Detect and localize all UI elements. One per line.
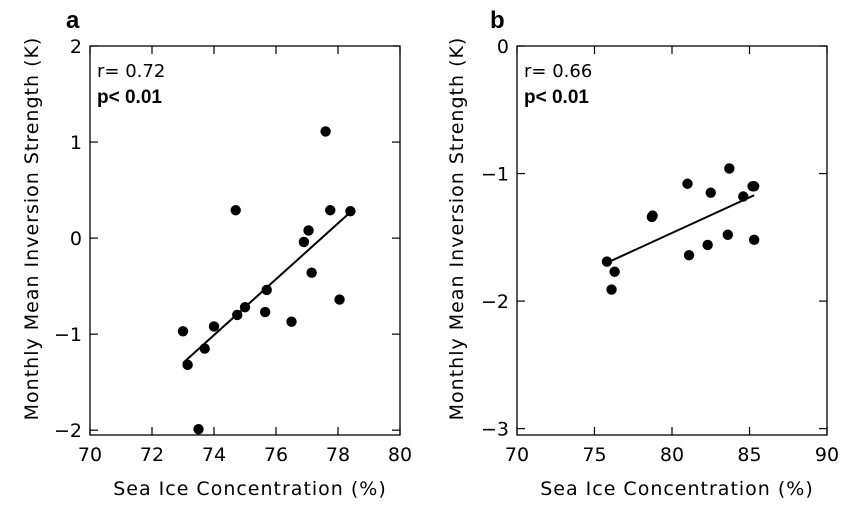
data-point [208, 321, 220, 332]
data-point [748, 234, 760, 246]
data-point [724, 163, 735, 174]
y-tick-label: −1 [54, 324, 82, 346]
y-tick-label: −3 [481, 419, 509, 441]
data-point [325, 205, 336, 216]
x-axis-label: Sea Ice Concentration (%) [113, 478, 387, 500]
y-tick-label: 1 [70, 132, 82, 154]
y-tick-label: −1 [481, 164, 509, 186]
data-point [345, 206, 356, 217]
data-point [682, 178, 693, 189]
data-point [306, 267, 317, 278]
data-point [647, 210, 658, 221]
data-point [239, 302, 251, 313]
x-tick-label: 70 [505, 444, 529, 466]
data-point [748, 181, 760, 192]
correlation-r: r= 0.72 [97, 61, 165, 82]
y-tick-label: 0 [497, 36, 509, 58]
x-tick-label: 74 [202, 444, 226, 466]
data-point [193, 424, 204, 435]
data-point [261, 284, 272, 296]
y-tick-label: 0 [70, 228, 82, 250]
x-tick-label: 70 [78, 444, 102, 466]
data-point [705, 187, 716, 198]
data-point [298, 236, 310, 248]
data-point [601, 256, 613, 267]
data-point [259, 306, 271, 318]
y-tick-label: −2 [481, 291, 509, 313]
p-value: p< 0.01 [97, 87, 162, 108]
y-axis-label: Monthly Mean Inversion Strength (K) [446, 37, 468, 421]
x-tick-label: 75 [582, 444, 606, 466]
data-point [702, 239, 713, 251]
data-point [738, 191, 749, 202]
x-tick-label: 78 [326, 444, 350, 466]
data-point [303, 225, 314, 236]
data-point [320, 126, 331, 137]
x-tick-label: 80 [388, 444, 412, 466]
x-tick-label: 90 [815, 444, 839, 466]
panel-b: b 70 75 80 85 90 −3 −2 −1 0 Sea Ice Concentration … [446, 7, 839, 500]
correlation-r: r= 0.66 [524, 61, 592, 82]
panel-letter: a [66, 7, 80, 34]
data-point [606, 284, 617, 295]
y-axis-label: Monthly Mean Inversion Strength (K) [21, 37, 43, 421]
data-point [609, 266, 620, 277]
data-point [177, 326, 189, 337]
y-tick-label: −2 [54, 420, 82, 442]
panel-a: a 70 72 74 76 78 80 −2 −1 0 1 2 Sea Ice Concentratio… [21, 7, 412, 500]
data-point [683, 249, 695, 261]
x-axis-label: Sea Ice Concentration (%) [540, 478, 814, 500]
x-tick-label: 76 [264, 444, 288, 466]
x-tick-label: 72 [140, 444, 164, 466]
data-point [334, 294, 345, 305]
regression-line [606, 194, 755, 264]
p-value: p< 0.01 [524, 87, 589, 108]
data-point [286, 316, 297, 327]
y-tick-label: 2 [70, 36, 82, 58]
data-point [232, 309, 243, 321]
plot-frame [89, 45, 401, 436]
x-tick-label: 80 [660, 444, 684, 466]
data-point [199, 343, 210, 354]
panel-letter: b [490, 7, 505, 34]
data-point [182, 359, 193, 371]
data-point [230, 205, 241, 216]
x-tick-label: 85 [737, 444, 761, 466]
data-point [722, 229, 733, 240]
